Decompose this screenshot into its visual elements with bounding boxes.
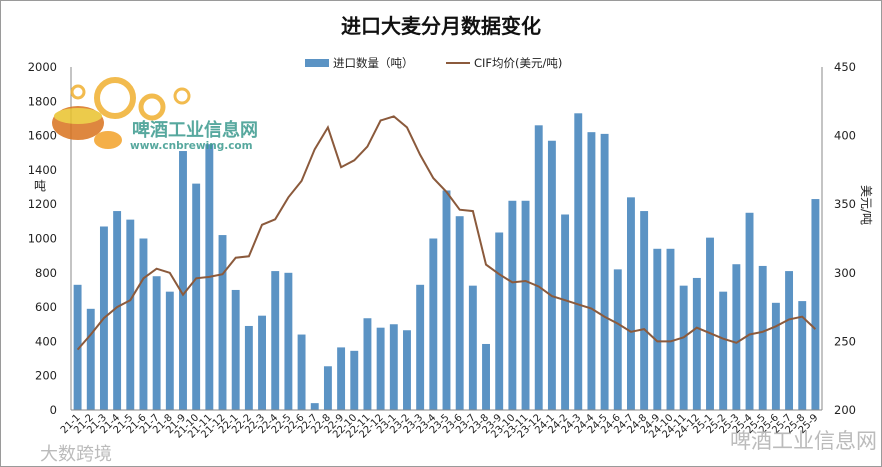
bar	[600, 133, 609, 410]
bar	[297, 334, 306, 410]
bar	[139, 238, 148, 410]
left-tick-label: 600	[35, 300, 57, 314]
bar	[561, 214, 570, 410]
bar	[416, 284, 425, 410]
bar	[310, 403, 319, 410]
bar	[534, 125, 543, 410]
left-tick-label: 1400	[28, 163, 57, 177]
bar	[363, 318, 372, 410]
bar	[706, 237, 714, 410]
bar	[376, 327, 385, 410]
bar	[798, 301, 807, 410]
bar	[73, 284, 82, 410]
logo-url: www.cnbrewing.com	[130, 140, 253, 152]
bar	[508, 200, 517, 410]
left-tick-label: 800	[35, 266, 57, 280]
bar	[482, 343, 490, 410]
right-axis-label: 美元/吨	[859, 185, 873, 225]
left-tick-label: 2000	[28, 60, 57, 74]
bar	[152, 276, 161, 410]
bar	[771, 302, 780, 410]
bar	[271, 271, 280, 410]
bar	[244, 325, 253, 410]
bar	[165, 291, 174, 410]
bar	[126, 219, 135, 410]
bar	[323, 366, 332, 410]
logo-text: 啤酒工业信息网	[132, 119, 258, 141]
left-tick-label: 400	[35, 334, 57, 348]
bar	[258, 315, 266, 410]
bar	[192, 183, 201, 410]
bar	[429, 238, 438, 410]
legend: 进口数量（吨） CIF均价(美元/吨)	[305, 56, 562, 70]
bar	[758, 265, 767, 410]
bar	[389, 324, 398, 410]
left-axis-label: 吨	[34, 179, 46, 193]
bar	[113, 211, 122, 410]
bar	[442, 190, 451, 410]
left-tick-label: 1000	[28, 232, 57, 246]
right-tick-label: 200	[834, 403, 856, 417]
bar	[692, 277, 701, 410]
chart-title: 进口大麦分月数据变化	[341, 14, 541, 38]
bar	[653, 248, 662, 410]
right-tick-label: 350	[834, 197, 856, 211]
bar-series	[73, 113, 820, 411]
left-tick-label: 1200	[28, 197, 57, 211]
bar	[732, 264, 741, 410]
bar	[403, 330, 411, 410]
bar	[284, 272, 293, 410]
bar	[547, 140, 556, 410]
bar	[521, 200, 530, 410]
legend-line-label: CIF均价(美元/吨)	[474, 56, 562, 70]
watermark-bottom-left: 大数跨境	[40, 444, 112, 465]
logo-watermark: 啤酒工业信息网 www.cnbrewing.com	[52, 77, 258, 152]
left-tick-label: 200	[35, 369, 57, 383]
bar	[666, 248, 675, 410]
bar	[613, 269, 622, 410]
right-tick-label: 450	[834, 60, 856, 74]
bar	[640, 211, 649, 410]
bar	[86, 308, 95, 410]
left-tick-label: 0	[50, 403, 57, 417]
bar	[468, 285, 477, 410]
bar	[455, 216, 464, 410]
legend-bar-swatch	[305, 59, 329, 67]
left-tick-label: 1600	[28, 129, 57, 143]
bar	[811, 199, 820, 410]
bar	[587, 132, 596, 411]
bar	[218, 235, 227, 410]
bar	[719, 291, 728, 410]
bar	[179, 151, 187, 410]
bar	[745, 212, 754, 410]
bar	[627, 197, 635, 410]
right-tick-label: 300	[834, 266, 856, 280]
right-tick-label: 400	[834, 129, 856, 143]
bar	[350, 350, 359, 410]
left-tick-label: 1800	[28, 94, 57, 108]
legend-bar-label: 进口数量（吨）	[333, 56, 414, 70]
bar	[785, 271, 794, 410]
bar	[337, 347, 346, 410]
bar	[495, 232, 504, 410]
bar	[574, 113, 583, 411]
bar	[679, 285, 688, 410]
bar	[231, 289, 240, 410]
watermark-bottom-right: 啤酒工业信息网	[730, 429, 877, 453]
right-tick-label: 250	[834, 334, 856, 348]
line-series	[76, 115, 817, 351]
